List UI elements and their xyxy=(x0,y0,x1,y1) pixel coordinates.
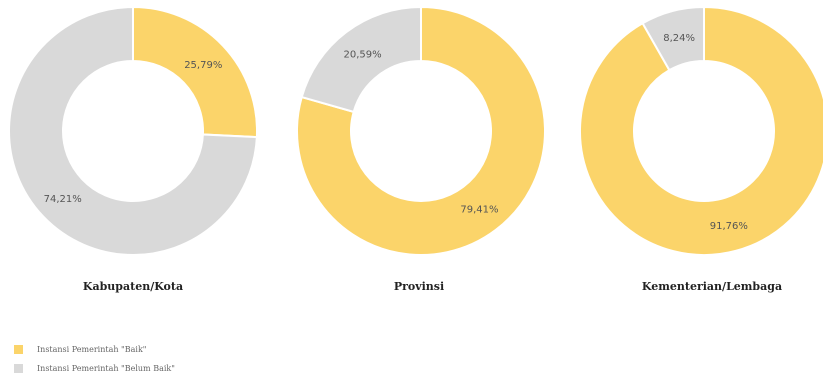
legend-item-belum-baik: Instansi Pemerintah "Belum Baik" xyxy=(14,360,175,377)
chart-title-kementerian-lembaga: Kementerian/Lembaga xyxy=(641,280,783,293)
slice-value-label: 79,41% xyxy=(460,204,498,215)
donut-slice-belum-baik xyxy=(641,5,705,72)
slice-value-label: 25,79% xyxy=(184,60,222,71)
slice-value-label: 8,24% xyxy=(663,33,695,44)
donut-slice-baik xyxy=(296,5,546,256)
donut-slice-baik xyxy=(132,5,258,139)
slice-value-label: 91,76% xyxy=(710,221,748,232)
slice-value-label: 20,59% xyxy=(343,50,381,61)
chart-title-provinsi: Provinsi xyxy=(393,280,445,293)
legend-swatch-baik xyxy=(14,345,23,354)
legend-label-baik: Instansi Pemerintah "Baik" xyxy=(37,345,147,354)
donut-slice-belum-baik xyxy=(8,5,258,256)
donut-slice-baik xyxy=(579,5,823,256)
legend: Instansi Pemerintah "Baik" Instansi Peme… xyxy=(14,341,175,379)
donut-slice-belum-baik xyxy=(300,5,422,114)
legend-item-baik: Instansi Pemerintah "Baik" xyxy=(14,341,175,358)
donut-charts: 25,79% 74,21% 79,41% 20,59% 91,76% 8,24% xyxy=(8,5,823,256)
slice-value-label: 74,21% xyxy=(44,194,82,205)
legend-swatch-belum-baik xyxy=(14,364,23,373)
legend-label-belum-baik: Instansi Pemerintah "Belum Baik" xyxy=(37,364,175,373)
chart-title-kabupaten-kota: Kabupaten/Kota xyxy=(82,280,184,293)
